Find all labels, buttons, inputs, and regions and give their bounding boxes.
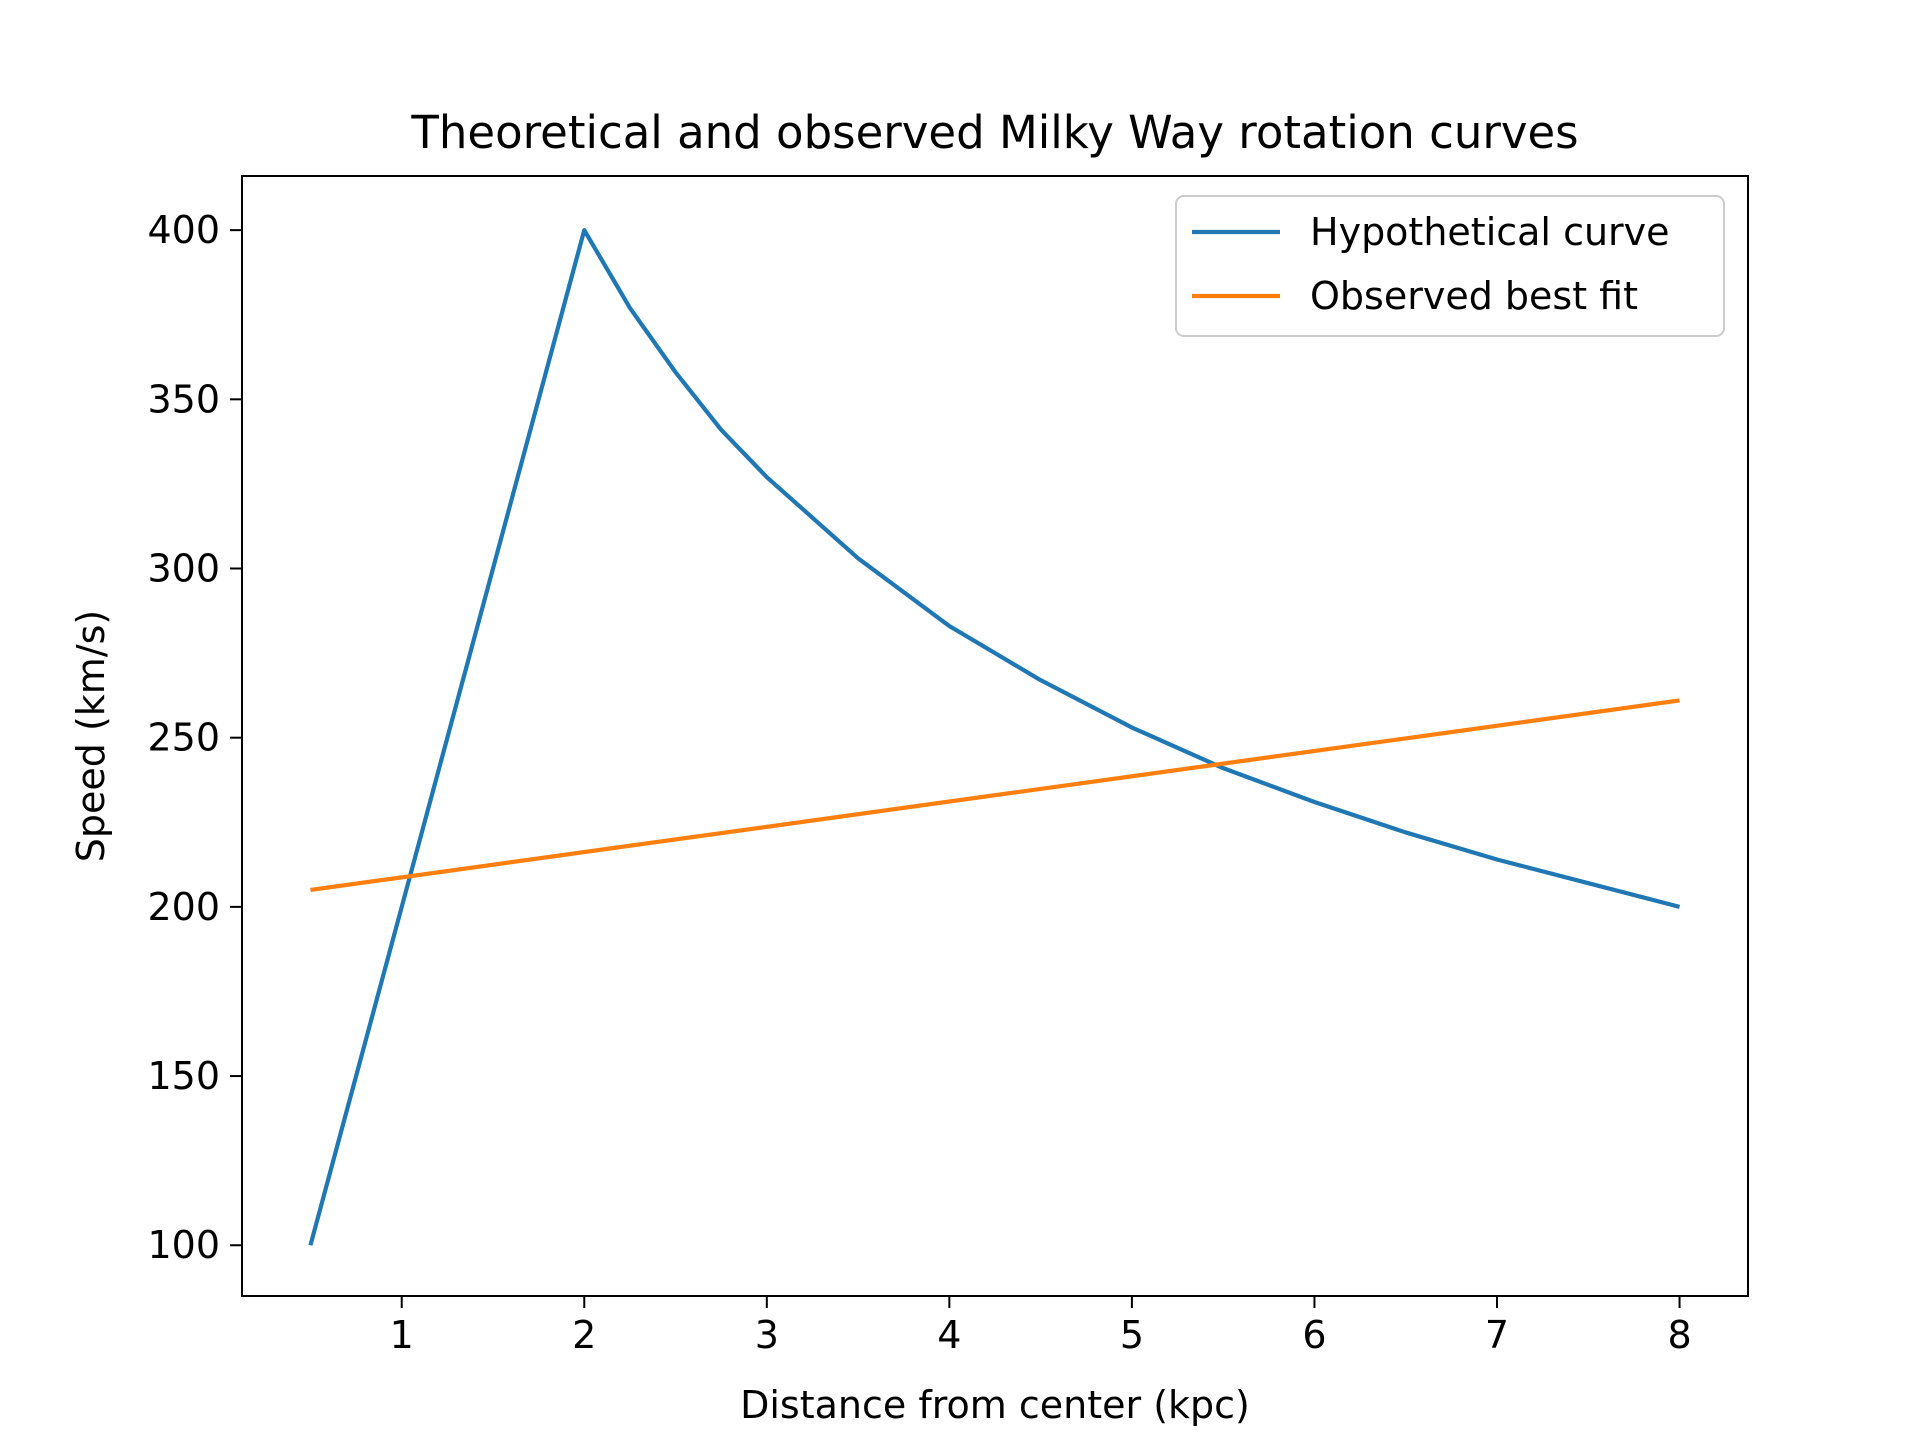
y-tick-label: 250 <box>147 716 220 760</box>
x-tick-label: 5 <box>1120 1313 1144 1357</box>
x-tick-label: 2 <box>572 1313 596 1357</box>
y-axis-label: Speed (km/s) <box>69 610 113 862</box>
plot-frame <box>241 175 1749 1297</box>
legend: Hypothetical curve Observed best fit <box>1175 195 1725 337</box>
x-tick-label: 4 <box>937 1313 961 1357</box>
legend-label-1: Hypothetical curve <box>1310 210 1670 254</box>
plot-area <box>241 175 1749 1297</box>
legend-label-2: Observed best fit <box>1310 274 1638 318</box>
axis-ticks: 1 2 3 4 5 6 7 8 100 150 200 250 300 350 400 <box>147 208 1691 1357</box>
series-line-1 <box>308 228 1681 1246</box>
chart-title: Theoretical and observed Milky Way rotat… <box>410 106 1578 159</box>
y-tick-label: 400 <box>147 208 220 252</box>
y-tick-label: 150 <box>147 1054 220 1098</box>
y-tick-label: 100 <box>147 1223 220 1267</box>
x-axis-label: Distance from center (kpc) <box>740 1383 1250 1427</box>
y-tick-label: 300 <box>147 547 220 591</box>
x-tick-label: 7 <box>1485 1313 1509 1357</box>
x-tick-label: 8 <box>1667 1313 1691 1357</box>
x-tick-label: 1 <box>390 1313 414 1357</box>
legend-box <box>1175 195 1725 337</box>
y-tick-label: 350 <box>147 377 220 421</box>
y-tick-label: 200 <box>147 885 220 929</box>
x-tick-label: 6 <box>1302 1313 1326 1357</box>
x-tick-label: 3 <box>755 1313 779 1357</box>
series-line-2 <box>310 698 1680 893</box>
